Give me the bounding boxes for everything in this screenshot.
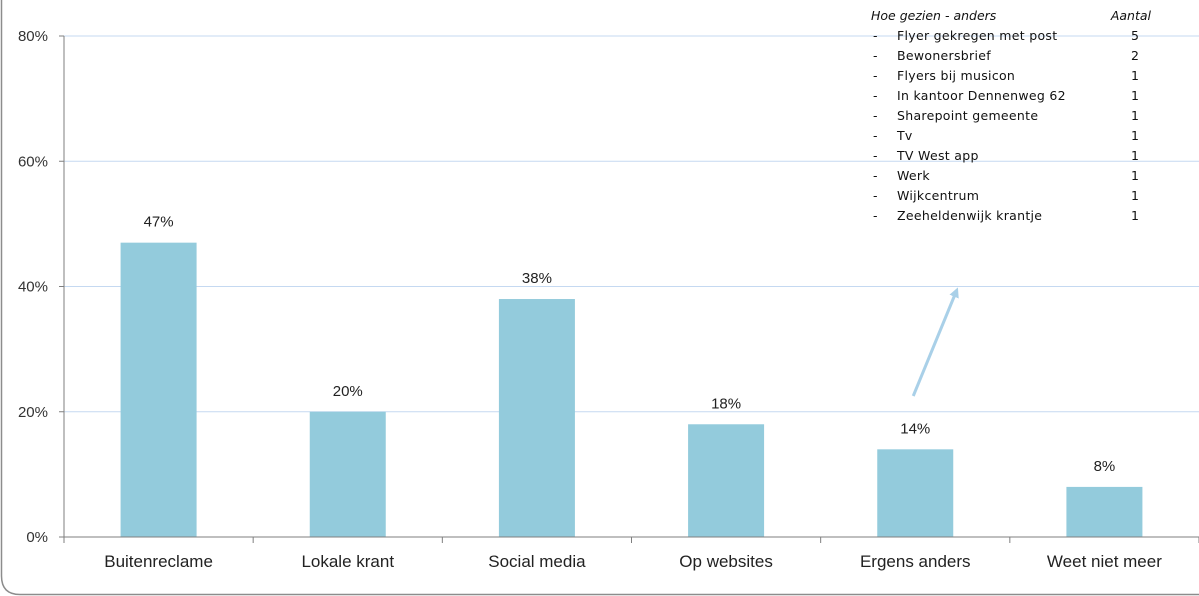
other-sources-row: - Flyers bij musicon 1 <box>871 66 1151 86</box>
bar <box>120 242 197 537</box>
row-dash: - <box>873 108 878 123</box>
row-label: In kantoor Dennenweg 62 <box>897 88 1066 103</box>
other-sources-row: - Flyer gekregen met post 5 <box>871 26 1151 46</box>
row-count: 2 <box>1131 48 1139 63</box>
y-tick-label: 20% <box>18 404 48 421</box>
row-label: Wijkcentrum <box>897 188 980 203</box>
row-dash: - <box>873 208 878 223</box>
row-count: 1 <box>1131 128 1139 143</box>
category-label: Ergens anders <box>860 552 971 571</box>
other-sources-table: Hoe gezien - anders Aantal - Flyer gekreg… <box>871 6 1151 226</box>
category-label: Social media <box>488 552 586 571</box>
other-sources-row: - TV West app 1 <box>871 146 1151 166</box>
bar-value-label: 47% <box>144 214 174 231</box>
other-sources-row: - Werk 1 <box>871 166 1151 186</box>
category-label: Weet niet meer <box>1047 552 1162 571</box>
y-tick-label: 0% <box>26 529 48 546</box>
row-count: 1 <box>1131 68 1139 83</box>
bar-value-label: 38% <box>522 270 552 287</box>
bar <box>877 449 954 537</box>
row-label: Flyer gekregen met post <box>897 28 1058 43</box>
other-sources-header-label: Hoe gezien - anders <box>871 8 997 23</box>
bar-value-label: 14% <box>900 420 930 437</box>
other-sources-row: - Wijkcentrum 1 <box>871 186 1151 206</box>
bar <box>1066 486 1143 537</box>
other-sources-row: - In kantoor Dennenweg 62 1 <box>871 86 1151 106</box>
row-dash: - <box>873 168 878 183</box>
row-count: 1 <box>1131 108 1139 123</box>
bar <box>688 424 765 537</box>
row-label: Tv <box>897 128 913 143</box>
y-tick-label: 80% <box>18 28 48 45</box>
category-label: Buitenreclame <box>104 552 213 571</box>
row-dash: - <box>873 48 878 63</box>
row-count: 1 <box>1131 188 1139 203</box>
callout-arrow <box>911 287 959 397</box>
y-tick-label: 60% <box>18 153 48 170</box>
other-sources-header-count: Aantal <box>1110 8 1151 23</box>
other-sources-row: - Bewonersbrief 2 <box>871 46 1151 66</box>
other-sources-header: Hoe gezien - anders Aantal <box>871 6 1151 26</box>
row-label: Sharepoint gemeente <box>897 108 1039 123</box>
row-label: Werk <box>897 168 930 183</box>
category-label: Op websites <box>679 552 773 571</box>
row-dash: - <box>873 88 878 103</box>
row-count: 1 <box>1131 168 1139 183</box>
other-sources-row: - Zeeheldenwijk krantje 1 <box>871 206 1151 226</box>
bar-value-label: 18% <box>711 395 741 412</box>
row-count: 5 <box>1131 28 1139 43</box>
other-sources-row: - Sharepoint gemeente 1 <box>871 106 1151 126</box>
row-label: TV West app <box>897 148 979 163</box>
bar <box>309 411 386 537</box>
row-label: Zeeheldenwijk krantje <box>897 208 1043 223</box>
row-dash: - <box>873 188 878 203</box>
row-label: Bewonersbrief <box>897 48 991 63</box>
row-count: 1 <box>1131 148 1139 163</box>
row-dash: - <box>873 148 878 163</box>
row-dash: - <box>873 128 878 143</box>
row-count: 1 <box>1131 208 1139 223</box>
row-dash: - <box>873 68 878 83</box>
row-label: Flyers bij musicon <box>897 68 1016 83</box>
other-sources-row: - Tv 1 <box>871 126 1151 146</box>
category-label: Lokale krant <box>301 552 394 571</box>
y-tick-label: 40% <box>18 279 48 296</box>
bar-value-label: 8% <box>1094 458 1116 475</box>
row-count: 1 <box>1131 88 1139 103</box>
row-dash: - <box>873 28 878 43</box>
bar <box>498 299 575 537</box>
bar-value-label: 20% <box>333 383 363 400</box>
